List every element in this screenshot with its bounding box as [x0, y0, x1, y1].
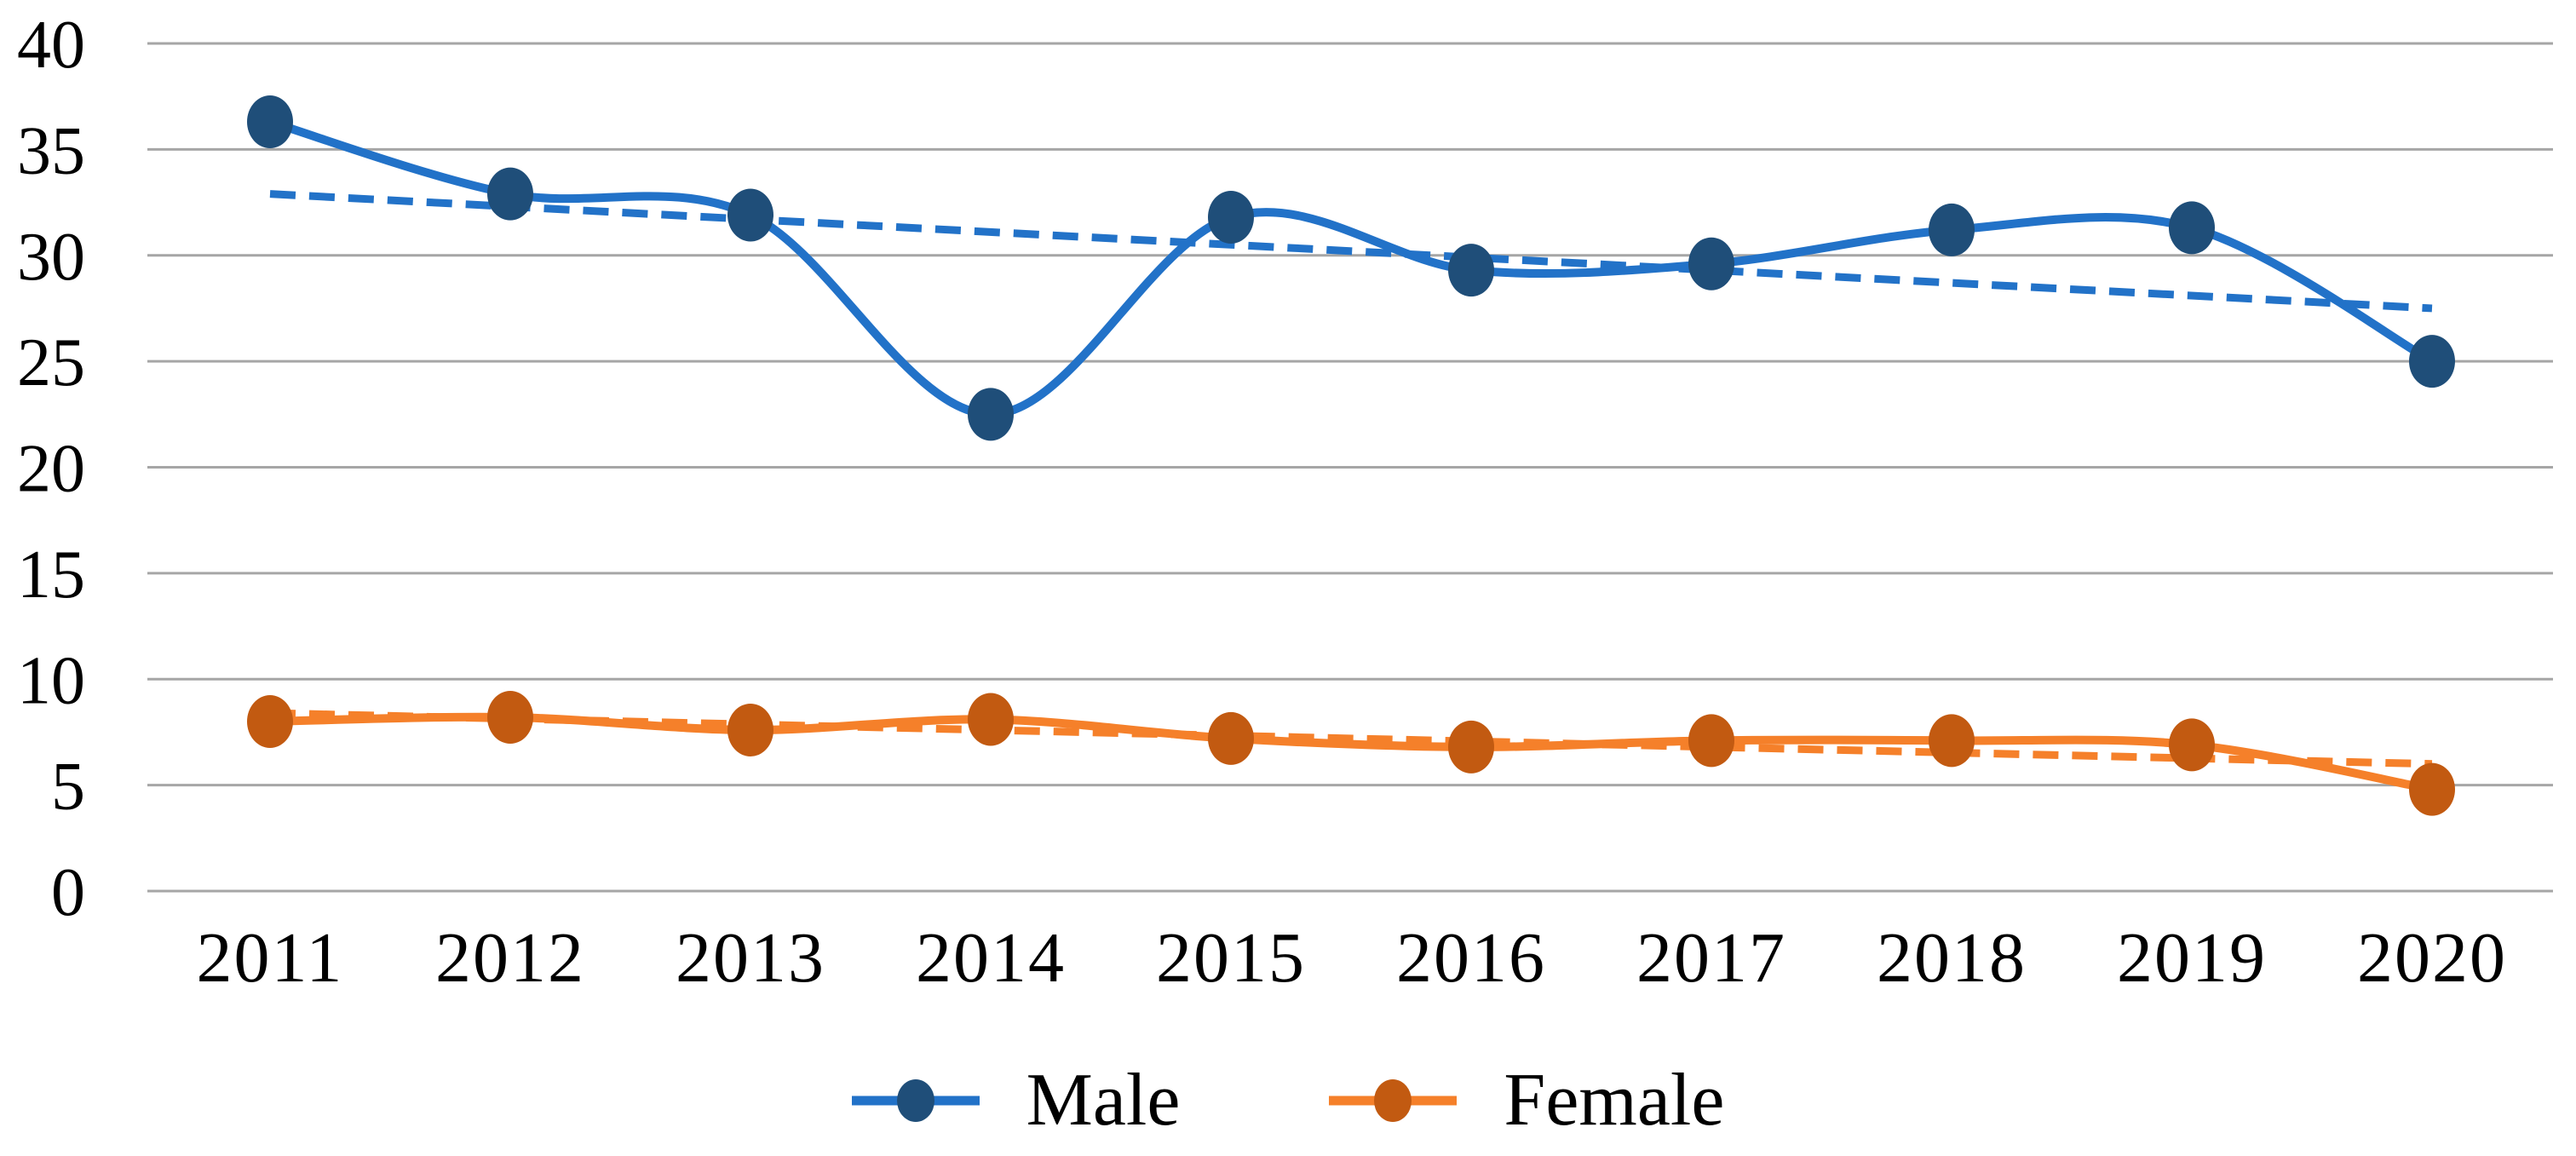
male-series-line — [266, 118, 2436, 419]
female-marker-2011 — [247, 695, 293, 748]
y-tick-label-25: 25 — [17, 325, 85, 400]
x-tick-label-2020: 2020 — [2357, 918, 2507, 998]
female-series-line — [266, 712, 2436, 794]
x-tick-label-2015: 2015 — [1156, 918, 1306, 998]
y-tick-label-30: 30 — [17, 220, 85, 295]
male-marker-2017 — [1688, 237, 1734, 290]
male-marker-2014 — [968, 388, 1014, 441]
male-marker-2018 — [1929, 203, 1975, 256]
female-marker-2019 — [2169, 718, 2215, 772]
female-marker-2017 — [1688, 714, 1734, 768]
x-tick-label-2018: 2018 — [1877, 918, 2027, 998]
female-legend-marker — [1374, 1079, 1412, 1122]
female-marker-2013 — [727, 703, 773, 756]
y-tick-label-35: 35 — [17, 113, 85, 188]
y-tick-label-5: 5 — [51, 750, 85, 825]
female-marker-2018 — [1929, 714, 1975, 768]
female-marker-2012 — [487, 691, 533, 745]
y-tick-label-40: 40 — [17, 8, 85, 83]
male-marker-2019 — [2169, 201, 2215, 255]
male-marker-2016 — [1448, 244, 1494, 297]
male-marker-2013 — [727, 188, 773, 242]
female-marker-2016 — [1448, 720, 1494, 774]
male-marker-2011 — [247, 95, 293, 149]
y-tick-label-15: 15 — [17, 538, 85, 613]
male-marker-2015 — [1208, 190, 1254, 244]
female-marker-2015 — [1208, 711, 1254, 765]
female-trendline — [269, 709, 2433, 768]
legend-item-female: Female — [1329, 1063, 1724, 1138]
female-marker-2014 — [968, 693, 1014, 746]
x-tick-label-2017: 2017 — [1636, 918, 1786, 998]
y-tick-label-20: 20 — [17, 432, 85, 507]
x-tick-label-2014: 2014 — [916, 918, 1066, 998]
legend-label-female: Female — [1504, 1059, 1725, 1142]
male-trendline — [269, 190, 2433, 313]
y-tick-label-10: 10 — [17, 643, 85, 718]
male-marker-2012 — [487, 167, 533, 221]
male-marker-2020 — [2409, 335, 2455, 388]
x-tick-label-2012: 2012 — [435, 918, 585, 998]
legend-item-male: Male — [851, 1059, 1181, 1142]
x-tick-label-2011: 2011 — [197, 918, 344, 998]
legend: Male Female — [0, 1063, 2576, 1138]
x-tick-label-2016: 2016 — [1396, 918, 1546, 998]
female-marker-2020 — [2409, 762, 2455, 816]
male-legend-symbol — [851, 1079, 980, 1122]
x-tick-label-2019: 2019 — [2117, 918, 2267, 998]
female-legend-symbol — [1329, 1079, 1458, 1122]
male-legend-marker — [896, 1079, 934, 1122]
x-tick-label-2013: 2013 — [676, 918, 825, 998]
legend-label-male: Male — [1026, 1059, 1181, 1142]
y-tick-label-0: 0 — [51, 855, 85, 930]
